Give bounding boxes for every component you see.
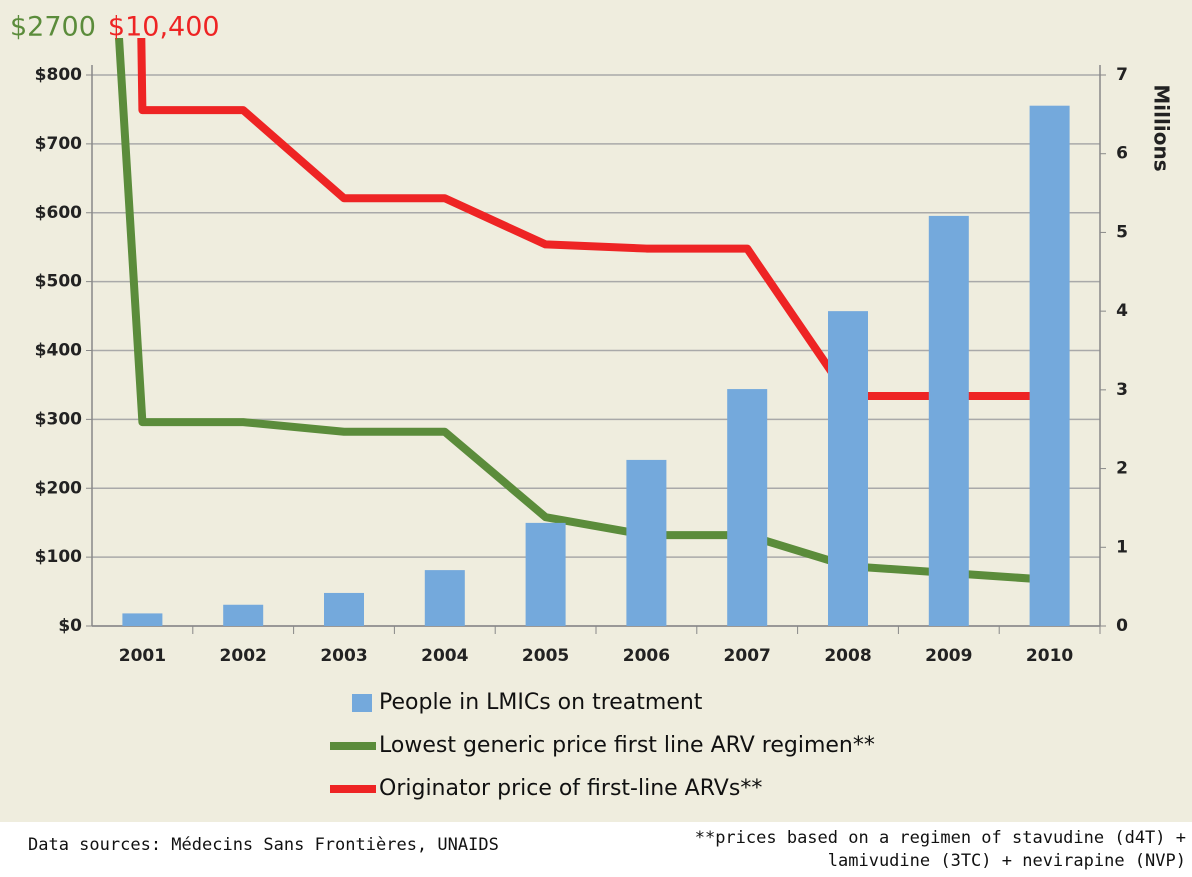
- x-tick-label: 2005: [522, 646, 569, 666]
- y2-tick-label: 2: [1116, 459, 1128, 479]
- bar: [626, 459, 667, 626]
- y-tick-label: $400: [35, 341, 82, 361]
- bar: [223, 604, 264, 626]
- value-label: $2700: [10, 12, 96, 43]
- plot-lines: [115, 38, 1050, 584]
- y2-tick-label: 5: [1116, 222, 1128, 242]
- footnote-left: Data sources: Médecins Sans Frontières, …: [28, 835, 499, 855]
- y2-tick-label: 4: [1116, 301, 1128, 321]
- y2-tick-label: 0: [1116, 616, 1128, 636]
- bar: [424, 570, 465, 626]
- y2-tick-label: 6: [1116, 144, 1128, 164]
- legend-swatch: [352, 694, 372, 712]
- y-tick-label: $0: [58, 616, 82, 636]
- legend-label: Lowest generic price first line ARV regi…: [379, 733, 875, 758]
- x-tick-label: 2009: [925, 646, 972, 666]
- x-tick-label: 2006: [623, 646, 670, 666]
- y-tick-label: $500: [35, 272, 82, 292]
- y2-axis-label: Millions: [1150, 84, 1174, 171]
- footnote-right: lamivudine (3TC) + nevirapine (NVP): [828, 851, 1186, 871]
- value-label: $10,400: [108, 12, 220, 43]
- legend-label: Originator price of first-line ARVs**: [379, 776, 762, 801]
- line: [115, 38, 1050, 584]
- bar: [928, 215, 969, 627]
- y-tick-label: $800: [35, 65, 82, 85]
- x-tick-label: 2008: [824, 646, 871, 666]
- y-tick-label: $200: [35, 478, 82, 498]
- y2-tick-label: 7: [1116, 65, 1128, 85]
- bar: [727, 389, 768, 626]
- y-tick-label: $300: [35, 409, 82, 429]
- chart-background: [0, 0, 1192, 822]
- x-tick-label: 2004: [421, 646, 468, 666]
- footnote-right: **prices based on a regimen of stavudine…: [695, 828, 1186, 848]
- y2-tick-label: 3: [1116, 380, 1128, 400]
- legend-label: People in LMICs on treatment: [379, 690, 703, 715]
- y-tick-label: $700: [35, 134, 82, 154]
- bar: [525, 522, 566, 626]
- bar: [324, 592, 364, 626]
- x-tick-label: 2002: [220, 646, 267, 666]
- bar: [122, 613, 163, 626]
- y-tick-label: $600: [35, 203, 82, 223]
- x-tick-label: 2010: [1026, 646, 1073, 666]
- x-tick-label: 2001: [119, 646, 166, 666]
- line: [137, 38, 1050, 400]
- y-tick-label: $100: [35, 547, 82, 567]
- x-tick-label: 2003: [320, 646, 367, 666]
- y2-tick-label: 1: [1116, 537, 1128, 557]
- bar: [1029, 105, 1070, 627]
- bar: [828, 311, 868, 626]
- x-tick-label: 2007: [724, 646, 771, 666]
